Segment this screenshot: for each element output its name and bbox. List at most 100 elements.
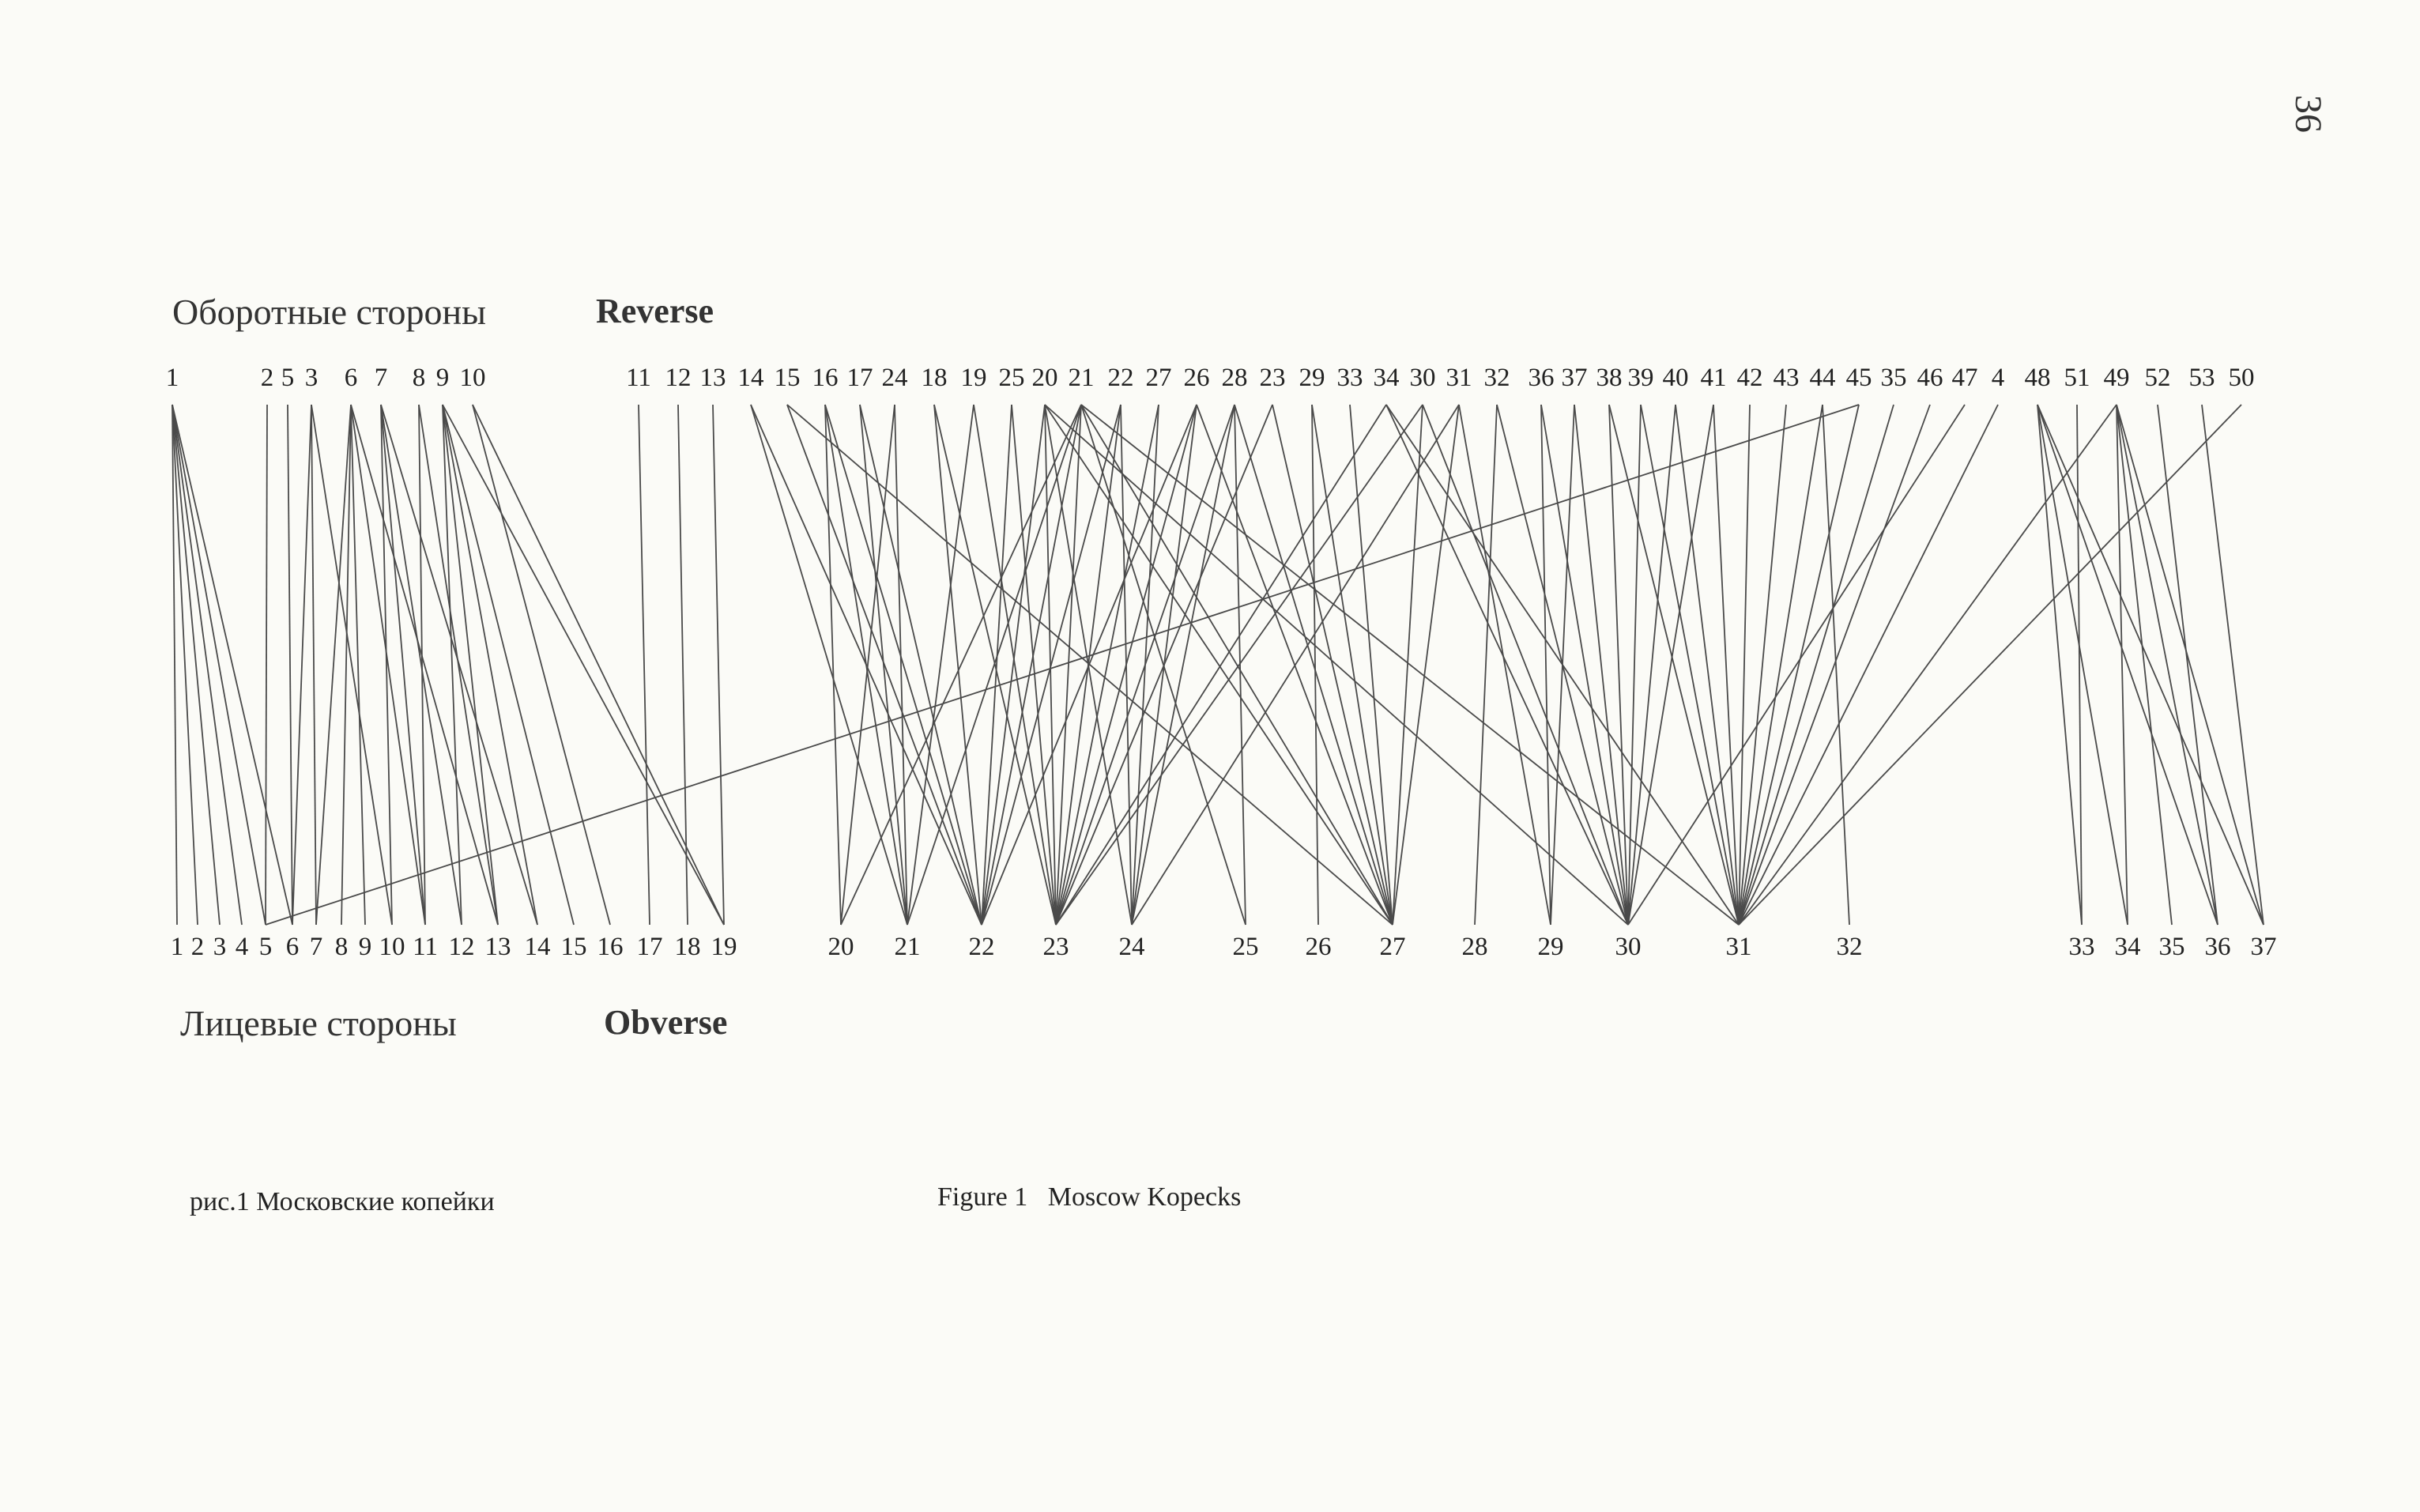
link-line-r15-o27 <box>786 404 1393 926</box>
link-line-r50-o31 <box>1738 404 2242 926</box>
obverse-node-27: 27 <box>1380 933 1406 961</box>
obverse-node-16: 16 <box>597 933 624 961</box>
link-line-r8-o13 <box>418 404 499 926</box>
link-line-r26-o23 <box>1055 404 1197 926</box>
obverse-node-7: 7 <box>310 933 323 961</box>
reverse-node-49: 49 <box>2104 364 2130 392</box>
reverse-node-labels: 1 2 5 3 6 7 8 9 10 11 12 13 14 15 16 17 24 18 19 25 20 21 22 27… <box>166 364 2255 392</box>
link-line-r10-o19 <box>472 404 725 926</box>
reverse-node-4: 4 <box>1992 364 2005 392</box>
obverse-node-37: 37 <box>2251 933 2277 961</box>
obverse-node-10: 10 <box>379 933 405 961</box>
link-line-r16-o22 <box>824 404 982 926</box>
reverse-node-35: 35 <box>1881 364 1907 392</box>
link-line-r48-o36 <box>2037 404 2218 926</box>
reverse-node-7: 7 <box>375 364 388 392</box>
reverse-node-19: 19 <box>961 364 987 392</box>
link-line-r21-o23 <box>1055 404 1082 926</box>
obverse-node-22: 22 <box>969 933 995 961</box>
link-line-r9-o15 <box>442 404 575 926</box>
reverse-node-29: 29 <box>1299 364 1325 392</box>
obverse-node-30: 30 <box>1615 933 1642 961</box>
link-line-r13-o19 <box>712 404 725 926</box>
link-line-r24-o20 <box>840 404 895 926</box>
link-line-r46-o31 <box>1738 404 1931 926</box>
link-line-r49-o34 <box>2116 404 2128 926</box>
reverse-node-28: 28 <box>1222 364 1248 392</box>
reverse-node-44: 44 <box>1810 364 1836 392</box>
link-line-r37-o29 <box>1550 404 1575 926</box>
obverse-node-4: 4 <box>236 933 249 961</box>
link-line-r39-o31 <box>1640 404 1740 926</box>
reverse-node-20: 20 <box>1032 364 1058 392</box>
reverse-node-6: 6 <box>345 364 358 392</box>
link-line-r38-o31 <box>1608 404 1740 926</box>
link-line-r53-o37 <box>2201 404 2264 926</box>
link-line-r6-o8 <box>341 404 352 926</box>
obverse-node-25: 25 <box>1233 933 1259 961</box>
reverse-node-52: 52 <box>2145 364 2171 392</box>
reverse-node-47: 47 <box>1952 364 1978 392</box>
reverse-node-48: 48 <box>2025 364 2051 392</box>
link-line-r39-o30 <box>1627 404 1642 926</box>
link-line-r26-o22 <box>981 404 1197 926</box>
obverse-node-3: 3 <box>213 933 227 961</box>
link-line-r23-o23 <box>1055 404 1273 926</box>
link-line-r33-o27 <box>1349 404 1393 926</box>
link-line-r25-o23 <box>1011 404 1057 926</box>
reverse-node-15: 15 <box>775 364 801 392</box>
link-line-r44-o32 <box>1822 404 1850 926</box>
link-line-r44-o31 <box>1738 404 1823 926</box>
link-line-r30-o27 <box>1392 404 1423 926</box>
reverse-label-ru: Оборотные стороны <box>172 292 486 332</box>
link-line-r16-o20 <box>824 404 842 926</box>
obverse-node-14: 14 <box>525 933 551 961</box>
link-line-r31-o24 <box>1131 404 1460 926</box>
obverse-node-23: 23 <box>1043 933 1069 961</box>
link-line-r30-o30 <box>1422 404 1629 926</box>
reverse-node-34: 34 <box>1374 364 1400 392</box>
link-line-r42-o31 <box>1738 404 1751 926</box>
link-line-r21-o21 <box>907 404 1082 926</box>
link-line-r32-o28 <box>1474 404 1498 926</box>
link-line-r34-o23 <box>1055 404 1387 926</box>
reverse-node-11: 11 <box>626 364 651 392</box>
reverse-node-43: 43 <box>1774 364 1800 392</box>
reverse-node-18: 18 <box>922 364 948 392</box>
link-line-r9-o12 <box>442 404 462 926</box>
link-line-r22-o23 <box>1055 404 1121 926</box>
link-line-r47-o30 <box>1627 404 1966 926</box>
link-line-r48-o37 <box>2037 404 2264 926</box>
obverse-node-labels: 1 2 3 4 5 6 7 8 9 10 11 12 13 14 15 16 17 18 19 20 21 22 23 24 2… <box>171 933 2277 961</box>
obverse-node-26: 26 <box>1306 933 1332 961</box>
link-line-r38-o30 <box>1608 404 1629 926</box>
reverse-node-39: 39 <box>1628 364 1654 392</box>
links-group <box>172 404 2264 926</box>
link-line-r20-o23 <box>1044 404 1057 926</box>
link-line-r48-o34 <box>2037 404 2128 926</box>
obverse-node-36: 36 <box>2205 933 2231 961</box>
link-line-r7-o12 <box>380 404 462 926</box>
link-line-r6-o11 <box>350 404 426 926</box>
link-line-r9-o14 <box>442 404 538 926</box>
reverse-node-27: 27 <box>1146 364 1172 392</box>
reverse-node-37: 37 <box>1562 364 1588 392</box>
link-line-r37-o30 <box>1574 404 1629 926</box>
link-line-r1-o5 <box>172 404 266 926</box>
obverse-node-5: 5 <box>259 933 273 961</box>
link-line-r17-o22 <box>859 404 982 926</box>
link-line-r25-o22 <box>981 404 1012 926</box>
link-line-r30-o23 <box>1055 404 1423 926</box>
link-line-r49-o37 <box>2116 404 2264 926</box>
link-line-r52-o36 <box>2157 404 2218 926</box>
link-line-r40-o31 <box>1675 404 1740 926</box>
reverse-node-17: 17 <box>847 364 873 392</box>
link-line-r36-o30 <box>1540 404 1629 926</box>
reverse-node-23: 23 <box>1260 364 1286 392</box>
obverse-node-1: 1 <box>171 933 184 961</box>
reverse-node-38: 38 <box>1596 364 1623 392</box>
reverse-node-33: 33 <box>1337 364 1363 392</box>
link-line-r27-o23 <box>1055 404 1159 926</box>
reverse-node-10: 10 <box>460 364 486 392</box>
